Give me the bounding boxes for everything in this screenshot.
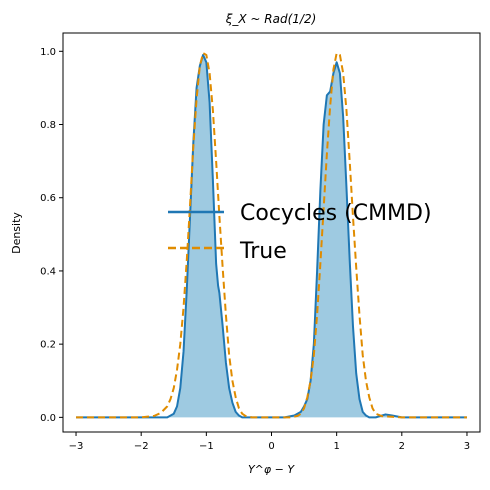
y-tick-label: 1.0 bbox=[40, 47, 56, 58]
x-tick-label: 2 bbox=[399, 441, 405, 452]
x-tick-label: 3 bbox=[464, 441, 470, 452]
x-axis-label: Y^φ − Y bbox=[248, 463, 295, 476]
series-lines bbox=[76, 52, 467, 419]
series-line-true bbox=[76, 52, 467, 419]
legend-label-true: True bbox=[239, 239, 287, 264]
series-line-cocycles bbox=[76, 53, 467, 419]
x-tick-label: −2 bbox=[134, 441, 149, 452]
y-tick-label: 0.6 bbox=[40, 193, 56, 204]
legend: Cocycles (CMMD) True bbox=[168, 201, 432, 264]
y-tick-label: 0.8 bbox=[40, 120, 56, 131]
x-tick-label: 0 bbox=[268, 441, 274, 452]
x-tick-label: 1 bbox=[333, 441, 339, 452]
x-tick-label: −1 bbox=[199, 441, 214, 452]
x-tick-label: −3 bbox=[69, 441, 84, 452]
y-axis-ticks: 0.0 0.2 0.4 0.6 0.8 1.0 bbox=[40, 47, 63, 424]
x-axis-ticks: −3 −2 −1 0 1 2 3 bbox=[69, 432, 470, 452]
chart-title: ξ_X ~ Rad(1/2) bbox=[225, 12, 317, 26]
legend-label-cocycles: Cocycles (CMMD) bbox=[240, 201, 432, 226]
y-axis-label: Density bbox=[10, 212, 23, 254]
y-tick-label: 0.4 bbox=[40, 266, 56, 277]
y-tick-label: 0.2 bbox=[40, 340, 56, 351]
y-tick-label: 0.0 bbox=[40, 413, 56, 424]
